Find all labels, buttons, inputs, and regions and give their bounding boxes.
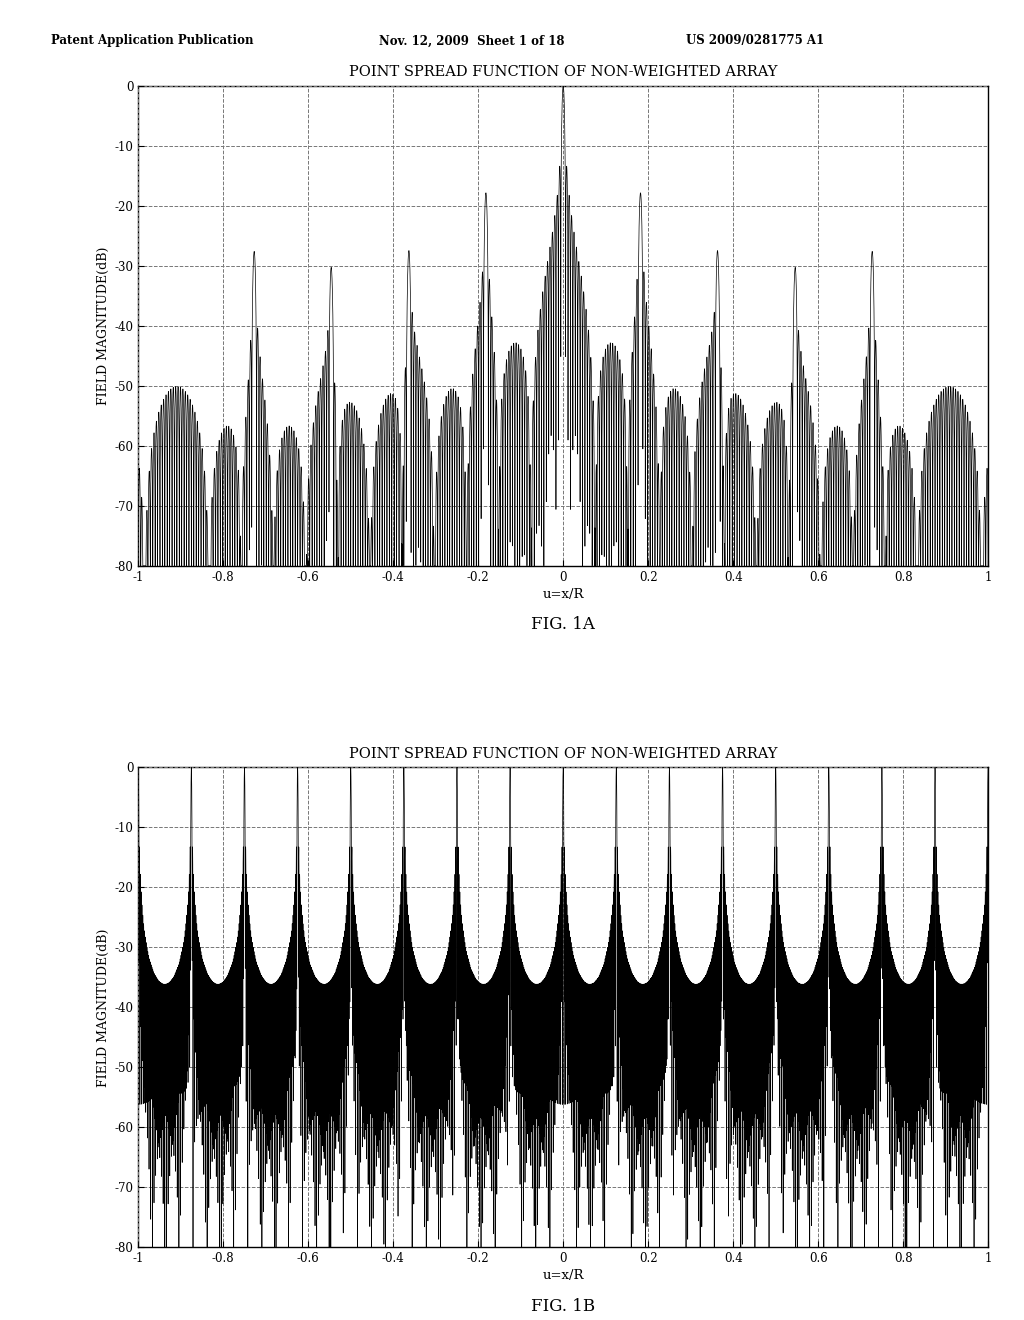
Y-axis label: FIELD MAGNITUDE(dB): FIELD MAGNITUDE(dB) — [97, 928, 111, 1086]
Text: FIG. 1B: FIG. 1B — [531, 1298, 595, 1315]
Text: FIG. 1A: FIG. 1A — [531, 616, 595, 634]
Text: Nov. 12, 2009  Sheet 1 of 18: Nov. 12, 2009 Sheet 1 of 18 — [379, 34, 564, 48]
Y-axis label: FIELD MAGNITUDE(dB): FIELD MAGNITUDE(dB) — [97, 247, 111, 405]
X-axis label: u=x/R: u=x/R — [543, 1270, 584, 1283]
Title: POINT SPREAD FUNCTION OF NON-WEIGHTED ARRAY: POINT SPREAD FUNCTION OF NON-WEIGHTED AR… — [349, 65, 777, 79]
Text: US 2009/0281775 A1: US 2009/0281775 A1 — [686, 34, 824, 48]
Text: Patent Application Publication: Patent Application Publication — [51, 34, 254, 48]
X-axis label: u=x/R: u=x/R — [543, 587, 584, 601]
Title: POINT SPREAD FUNCTION OF NON-WEIGHTED ARRAY: POINT SPREAD FUNCTION OF NON-WEIGHTED AR… — [349, 747, 777, 760]
